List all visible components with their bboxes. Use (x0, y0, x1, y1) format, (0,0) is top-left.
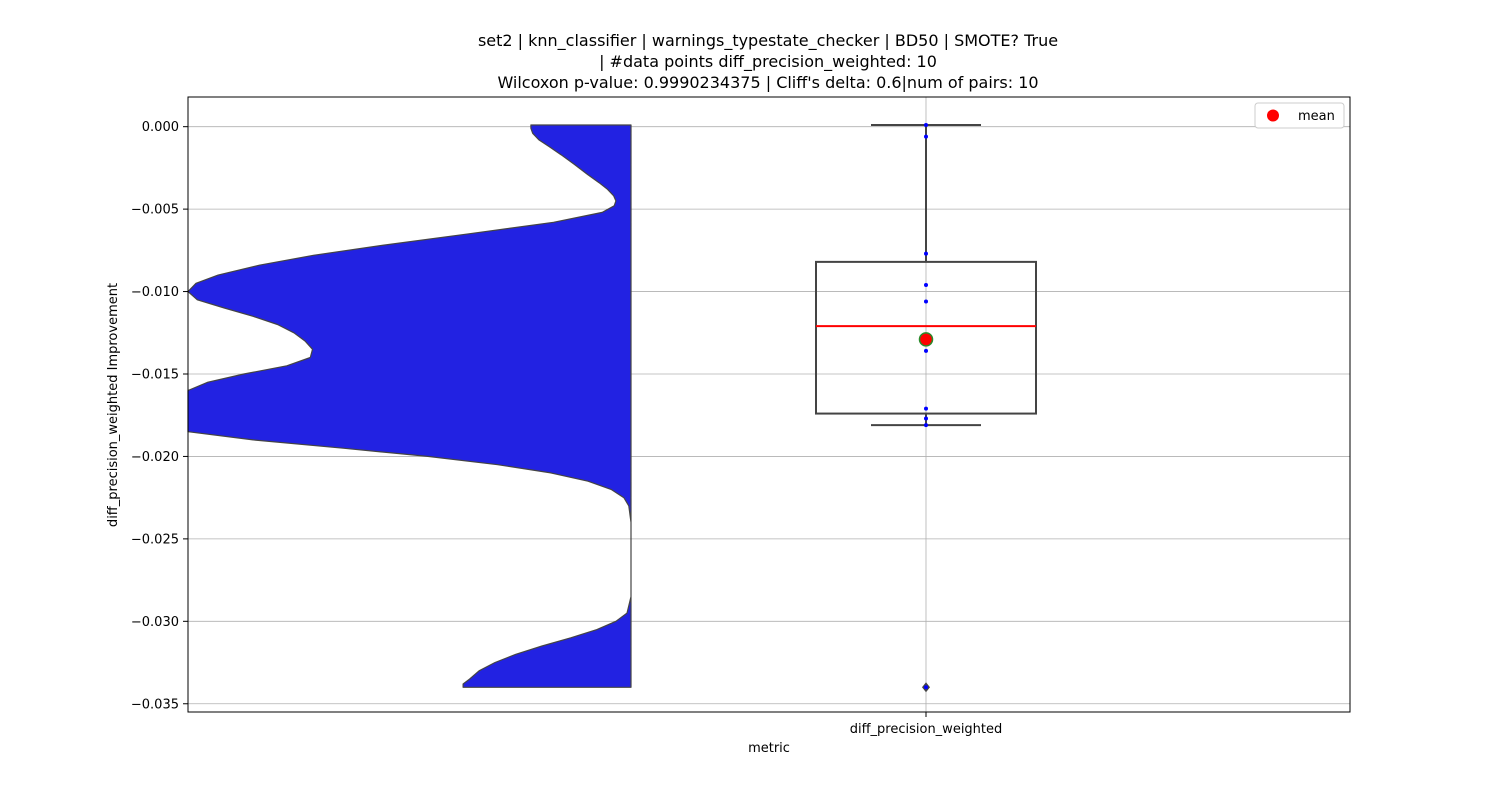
y-tick-label: −0.010 (131, 285, 179, 300)
y-tick-label: −0.025 (131, 532, 179, 547)
y-tick-label: −0.005 (131, 203, 179, 218)
y-axis-label: diff_precision_weighted Improvement (106, 283, 121, 527)
y-tick-label: −0.020 (131, 450, 179, 465)
data-point (924, 348, 928, 353)
data-point (924, 416, 928, 421)
x-tick-label: diff_precision_weighted (850, 722, 1003, 737)
data-point (924, 423, 928, 428)
title-line-2: | #data points diff_precision_weighted: … (599, 52, 937, 72)
violin-body (187, 124, 632, 688)
legend-label-mean: mean (1298, 109, 1335, 124)
y-axis-ticks: 0.000 −0.005 −0.010 −0.015 −0.020 −0.025 −0.03… (131, 120, 188, 712)
y-tick-label: 0.000 (142, 120, 179, 135)
y-tick-label: −0.035 (131, 697, 179, 712)
legend-box (1254, 102, 1345, 129)
legend-mean-marker (1267, 109, 1279, 122)
title-line-1: set2 | knn_classifier | warnings_typesta… (478, 31, 1058, 51)
data-point (924, 123, 928, 128)
data-point (924, 282, 928, 287)
data-point (924, 251, 928, 256)
violin-plot (187, 124, 632, 688)
plot-frame (187, 96, 1351, 713)
title-line-3: Wilcoxon p-value: 0.9990234375 | Cliff's… (497, 73, 1038, 92)
legend: mean (1254, 102, 1345, 129)
box-iqr (815, 260, 1037, 415)
y-tick-label: −0.015 (131, 367, 179, 382)
data-point (924, 406, 928, 411)
data-point (924, 685, 928, 690)
chart-title: set2 | knn_classifier | warnings_typesta… (478, 31, 1058, 92)
x-axis-label: metric (748, 741, 790, 756)
data-point (924, 134, 928, 139)
data-point (924, 299, 928, 304)
strip-points (918, 123, 934, 690)
mean-marker (918, 332, 934, 347)
y-tick-label: −0.030 (131, 615, 179, 630)
